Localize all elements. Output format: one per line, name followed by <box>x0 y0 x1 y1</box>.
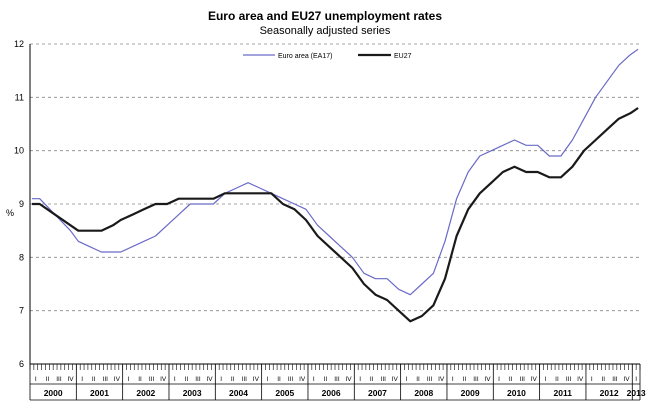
x-quarter-label: IV <box>531 376 538 383</box>
x-quarter-label: II <box>463 376 467 383</box>
x-quarter-label: IV <box>253 376 260 383</box>
y-tick-label: 11 <box>15 92 24 102</box>
x-quarter-label: II <box>602 376 606 383</box>
x-quarter-label: III <box>427 376 433 383</box>
x-quarter-label: III <box>242 376 248 383</box>
x-quarter-label: I <box>635 376 637 383</box>
x-quarter-label: III <box>381 376 387 383</box>
x-quarter-label: II <box>555 376 559 383</box>
x-quarter-label: III <box>149 376 155 383</box>
x-axis: I II III IV I II III IV I II III IV I II III IV I II III IV… <box>29 363 646 401</box>
x-quarter-label: III <box>520 376 526 383</box>
x-quarter-label: III <box>103 376 109 383</box>
x-quarter-label: IV <box>345 376 352 383</box>
x-quarter-label: IV <box>160 376 167 383</box>
x-year-label: 2012 <box>600 388 619 398</box>
x-year-label: 2011 <box>554 388 573 398</box>
x-quarter-label: III <box>334 376 340 383</box>
series-line-eu27 <box>31 107 639 323</box>
x-quarter-label: I <box>313 376 315 383</box>
chart-title: Euro area and EU27 unemployment rates <box>208 9 442 23</box>
x-year-label: 2008 <box>414 388 433 398</box>
x-quarter-label: I <box>35 376 37 383</box>
x-year-label: 2007 <box>368 388 387 398</box>
x-year-label: 2004 <box>229 388 248 398</box>
x-year-label: 2010 <box>507 388 526 398</box>
x-quarter-label: III <box>288 376 294 383</box>
x-quarter-label: IV <box>623 376 630 383</box>
x-quarter-label: I <box>174 376 176 383</box>
legend-label-ea17: Euro area (EA17) <box>278 53 332 60</box>
x-quarter-label: IV <box>206 376 213 383</box>
x-quarter-label: I <box>406 376 408 383</box>
x-year-label: 2001 <box>90 388 109 398</box>
x-quarter-label: IV <box>114 376 121 383</box>
y-tick-label: 8 <box>19 252 24 262</box>
y-tick-label: 12 <box>14 39 24 49</box>
x-quarter-label: IV <box>299 376 306 383</box>
x-quarter-label: I <box>128 376 130 383</box>
y-tick-label: 9 <box>19 199 24 209</box>
gridlines <box>29 43 640 364</box>
x-quarter-label: III <box>566 376 572 383</box>
y-tick-label: 7 <box>19 306 24 316</box>
x-quarter-label: III <box>612 376 618 383</box>
x-year-label: 2000 <box>44 388 63 398</box>
x-quarter-label: IV <box>392 376 399 383</box>
x-quarter-label: II <box>509 376 513 383</box>
x-quarter-label: I <box>452 376 454 383</box>
x-quarter-label: II <box>92 376 96 383</box>
x-quarter-label: I <box>359 376 361 383</box>
x-year-label: 2009 <box>461 388 480 398</box>
x-quarter-label: I <box>591 376 593 383</box>
x-year-label: 2006 <box>322 388 341 398</box>
x-quarter-label: I <box>545 376 547 383</box>
x-quarter-label: IV <box>438 376 445 383</box>
x-quarter-label: I <box>498 376 500 383</box>
x-quarter-label: I <box>267 376 269 383</box>
x-year-label: 2005 <box>275 388 294 398</box>
x-quarter-label: II <box>185 376 189 383</box>
x-quarter-label: III <box>56 376 62 383</box>
chart-subtitle: Seasonally adjusted series <box>260 25 391 37</box>
series-line-ea17 <box>31 48 639 296</box>
x-quarter-label: II <box>324 376 328 383</box>
x-quarter-label: II <box>370 376 374 383</box>
x-quarter-label: IV <box>484 376 491 383</box>
x-quarter-label: II <box>231 376 235 383</box>
x-quarter-label: IV <box>67 376 74 383</box>
x-quarter-label: IV <box>577 376 584 383</box>
x-year-label: 2013 <box>627 388 646 398</box>
x-quarter-label: II <box>416 376 420 383</box>
x-quarter-label: II <box>46 376 50 383</box>
legend: Euro area (EA17) EU27 <box>243 53 412 60</box>
y-axis-label: % <box>6 208 14 218</box>
x-quarter-label: I <box>220 376 222 383</box>
x-quarter-label: III <box>195 376 201 383</box>
legend-label-eu27: EU27 <box>394 53 412 60</box>
y-tick-label: 6 <box>19 359 24 369</box>
x-quarter-label: II <box>277 376 281 383</box>
x-quarter-label: III <box>473 376 479 383</box>
x-year-label: 2003 <box>183 388 202 398</box>
y-axis-ticks: 6 7 8 9 10 11 12 <box>14 39 24 369</box>
x-quarter-label: II <box>138 376 142 383</box>
y-tick-label: 10 <box>14 146 24 156</box>
x-year-label: 2002 <box>136 388 155 398</box>
x-quarter-label: I <box>81 376 83 383</box>
series-lines <box>31 48 639 323</box>
